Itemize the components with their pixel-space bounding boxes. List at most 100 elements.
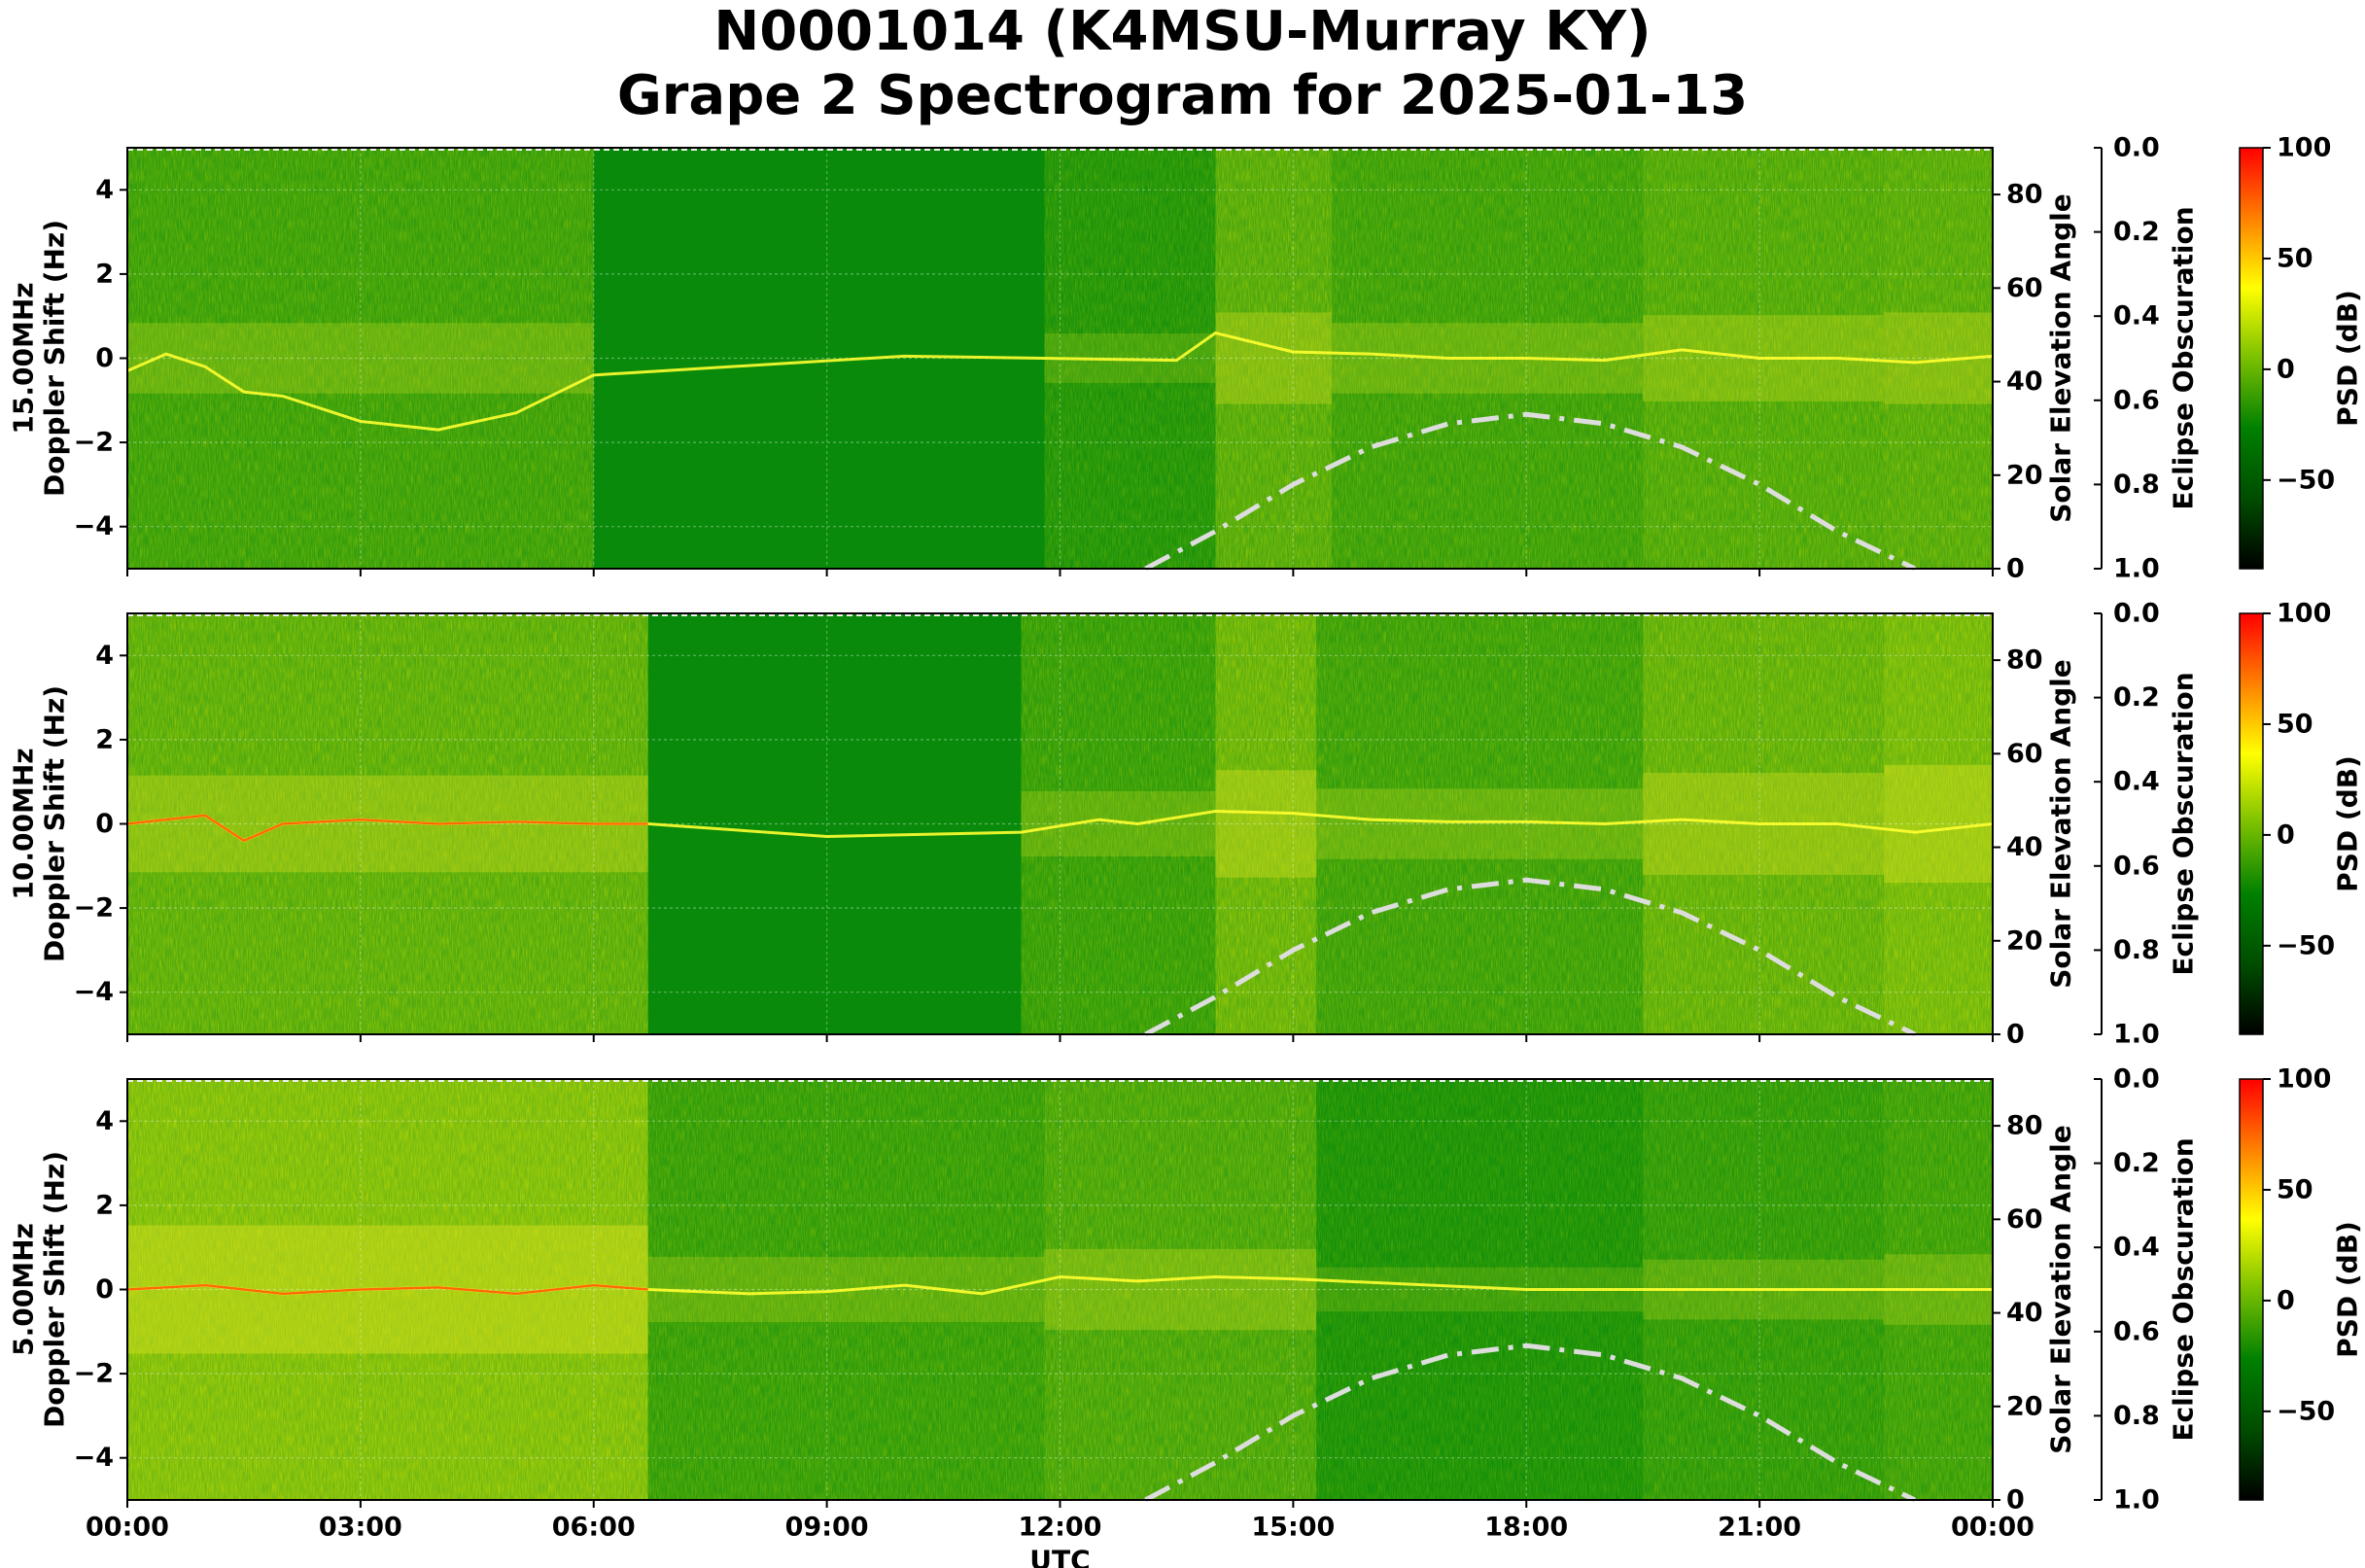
y-tick-label: 4 — [95, 175, 114, 205]
colorbar-tick-label: 100 — [2277, 133, 2331, 163]
elevation-tick-label: 60 — [2006, 1204, 2043, 1235]
colorbar-tick-label: 0 — [2277, 819, 2295, 850]
colorbar-tick-label: 100 — [2277, 1064, 2331, 1095]
x-tick-label: 15:00 — [1251, 1513, 1335, 1543]
doppler-trace-strong — [126, 814, 648, 843]
eclipse-tick-label: 0.4 — [2113, 767, 2160, 797]
elevation-tick-label: 0 — [2006, 1485, 2025, 1516]
colorbar-tick-label: 100 — [2277, 599, 2331, 629]
eclipse-tick-label: 0.6 — [2113, 385, 2160, 415]
x-tick-label: 09:00 — [785, 1513, 869, 1543]
eclipse-tick-label: 0.6 — [2113, 1316, 2160, 1346]
colorbar-tick-label: 50 — [2277, 1174, 2313, 1204]
spectrogram-core — [1215, 312, 1333, 404]
y-tick-label: −2 — [74, 428, 114, 458]
elevation-tick-label: 60 — [2006, 739, 2043, 769]
chart-title: N0001014 (K4MSU-Murray KY) Grape 2 Spect… — [0, 0, 2365, 128]
elevation-axis-label: Solar Elevation Angle — [2045, 1125, 2077, 1453]
solar-elevation-curve — [1144, 411, 1917, 572]
y-axis-label: Doppler Shift (Hz) — [39, 685, 71, 962]
y-axis-label: Doppler Shift (Hz) — [39, 220, 71, 497]
x-tick-label: 03:00 — [319, 1513, 402, 1543]
x-axis-label: UTC — [1029, 1545, 1090, 1568]
spectrogram-core — [1884, 764, 1993, 884]
colorbar-tick-label: 0 — [2277, 354, 2295, 384]
eclipse-axis-label: Eclipse Obscuration — [2168, 672, 2200, 975]
elevation-tick-label: 60 — [2006, 273, 2043, 303]
y-tick-label: −4 — [74, 511, 114, 541]
y-tick-label: −4 — [74, 977, 114, 1007]
elevation-axis-label: Solar Elevation Angle — [2045, 193, 2077, 522]
doppler-trace — [126, 331, 1994, 432]
eclipse-tick-label: 1.0 — [2113, 1020, 2160, 1050]
colorbar-tick-label: 50 — [2277, 709, 2313, 739]
spectrogram-noise — [1215, 613, 1317, 1034]
eclipse-tick-label: 0.6 — [2113, 851, 2160, 881]
colorbar-label: PSD (dB) — [2332, 755, 2364, 892]
elevation-tick-label: 40 — [2006, 832, 2043, 862]
y-axis-label-band: 15.00MHz — [8, 282, 40, 434]
x-tick-label: 00:00 — [86, 1513, 169, 1543]
spectrogram-noise — [1884, 613, 1993, 1034]
y-tick-label: 4 — [95, 1106, 114, 1136]
colorbar — [2239, 1078, 2264, 1501]
colorbar-tick-label: −50 — [2277, 1396, 2335, 1426]
elevation-tick-label: 20 — [2006, 1391, 2043, 1421]
eclipse-tick-label: 0.0 — [2113, 1064, 2160, 1095]
eclipse-axis-label: Eclipse Obscuration — [2168, 206, 2200, 509]
elevation-tick-label: 0 — [2006, 1020, 2025, 1050]
colorbar — [2239, 147, 2264, 570]
eclipse-tick-label: 0.0 — [2113, 599, 2160, 629]
y-tick-label: 2 — [95, 1190, 114, 1220]
y-tick-label: −2 — [74, 1359, 114, 1389]
eclipse-tick-label: 0.4 — [2113, 301, 2160, 331]
colorbar-label: PSD (dB) — [2332, 290, 2364, 427]
eclipse-tick-label: 0.2 — [2113, 217, 2160, 247]
spectrogram-core — [1044, 1248, 1317, 1331]
chart-title-line2: Grape 2 Spectrogram for 2025-01-13 — [616, 64, 1749, 127]
colorbar-label: PSD (dB) — [2332, 1221, 2364, 1358]
elevation-tick-label: 40 — [2006, 1298, 2043, 1328]
elevation-tick-label: 80 — [2006, 180, 2043, 210]
spectrogram-noise — [1215, 148, 1333, 569]
chart-title-line1: N0001014 (K4MSU-Murray KY) — [713, 0, 1652, 63]
eclipse-axis-label: Eclipse Obscuration — [2168, 1137, 2200, 1441]
x-tick-label: 00:00 — [1951, 1513, 2035, 1543]
colorbar-tick-label: 0 — [2277, 1285, 2295, 1315]
eclipse-tick-label: 0.0 — [2113, 133, 2160, 163]
eclipse-tick-label: 1.0 — [2113, 554, 2160, 584]
colorbar — [2239, 612, 2264, 1035]
spectrogram-noise — [127, 148, 594, 569]
spectrogram-core — [1215, 770, 1317, 878]
colorbar-tick-label: −50 — [2277, 930, 2335, 960]
x-tick-label: 06:00 — [552, 1513, 636, 1543]
spectrogram-core — [1021, 790, 1216, 857]
x-tick-label: 21:00 — [1718, 1513, 1801, 1543]
y-tick-label: −4 — [74, 1443, 114, 1473]
eclipse-tick-label: 0.4 — [2113, 1233, 2160, 1263]
eclipse-tick-label: 0.8 — [2113, 1401, 2160, 1431]
solar-elevation-curve — [1144, 1342, 1917, 1503]
colorbar-tick-label: −50 — [2277, 465, 2335, 495]
y-tick-label: 2 — [95, 259, 114, 289]
y-axis-label: Doppler Shift (Hz) — [39, 1151, 71, 1428]
solar-elevation-curve — [1144, 877, 1917, 1037]
y-tick-label: 0 — [95, 343, 114, 373]
doppler-trace-strong — [126, 1283, 648, 1296]
y-tick-label: 0 — [95, 1274, 114, 1305]
y-tick-label: 0 — [95, 809, 114, 839]
eclipse-tick-label: 0.8 — [2113, 470, 2160, 500]
elevation-axis-label: Solar Elevation Angle — [2045, 659, 2077, 988]
elevation-tick-label: 20 — [2006, 925, 2043, 956]
eclipse-tick-label: 0.8 — [2113, 935, 2160, 965]
y-tick-label: 4 — [95, 641, 114, 671]
colorbar-tick-label: 50 — [2277, 243, 2313, 273]
eclipse-tick-label: 0.2 — [2113, 1148, 2160, 1178]
elevation-tick-label: 40 — [2006, 366, 2043, 397]
spectrogram-core — [127, 323, 594, 394]
elevation-tick-label: 0 — [2006, 554, 2025, 584]
elevation-tick-label: 80 — [2006, 645, 2043, 676]
eclipse-tick-label: 0.2 — [2113, 682, 2160, 713]
x-tick-label: 18:00 — [1484, 1513, 1568, 1543]
